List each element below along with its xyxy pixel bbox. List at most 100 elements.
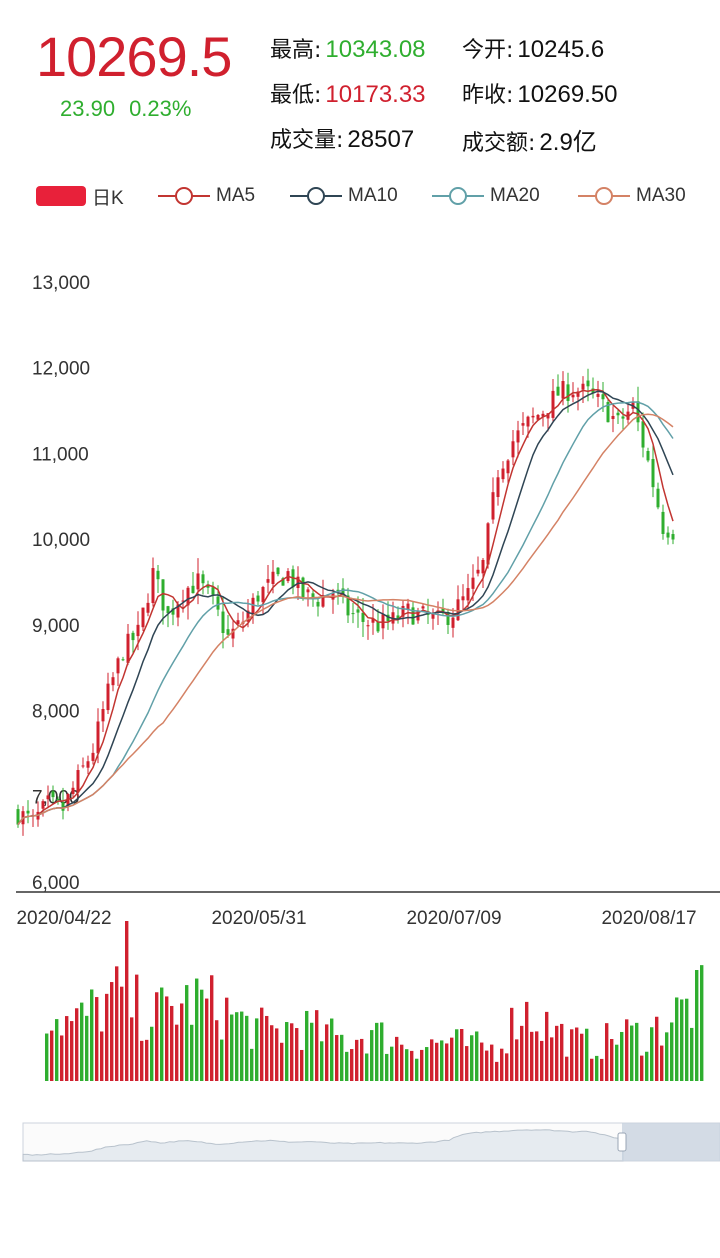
- open-label: 今开:: [462, 38, 514, 63]
- candle: [296, 576, 300, 589]
- candle: [591, 388, 595, 394]
- volume-bar: [700, 965, 704, 1081]
- prev-close-value: 10269.50: [517, 81, 618, 108]
- y-tick-label: 8,000: [32, 702, 80, 723]
- volume-bar: [275, 1028, 279, 1081]
- volume-bar: [675, 997, 679, 1081]
- volume-bar: [110, 982, 114, 1081]
- turnover-label: 成交额:: [462, 131, 536, 156]
- candle: [101, 709, 105, 722]
- ma10-line: [17, 390, 674, 826]
- candlestick-chart[interactable]: 13,00012,00011,00010,0009,0008,0007,0006…: [0, 240, 720, 1180]
- volume-label: 成交量:: [270, 128, 344, 153]
- candle: [126, 633, 130, 663]
- volume-bar: [220, 1039, 224, 1081]
- candle: [561, 381, 565, 399]
- legend-item-dayk[interactable]: 日K: [36, 180, 124, 212]
- legend-item-ma10[interactable]: MA10: [290, 180, 398, 212]
- candle: [576, 391, 580, 397]
- volume-bar: [45, 1033, 49, 1081]
- volume-bar: [115, 966, 119, 1081]
- volume-bar: [545, 1011, 549, 1081]
- candle: [61, 802, 65, 811]
- candle: [496, 477, 500, 498]
- volume-bar: [690, 1027, 694, 1081]
- candle: [266, 579, 270, 583]
- candle: [271, 571, 275, 584]
- x-tick-label: 2020/05/31: [211, 908, 306, 929]
- legend-label-ma20: MA20: [490, 185, 540, 206]
- volume-bar: [490, 1044, 494, 1081]
- volume-bar: [460, 1029, 464, 1081]
- candle: [231, 628, 235, 639]
- volume-bar: [80, 1002, 84, 1081]
- candle: [261, 587, 265, 603]
- volume-bar: [515, 1039, 519, 1081]
- volume-bar: [430, 1039, 434, 1081]
- candle: [446, 612, 450, 625]
- candle: [176, 604, 180, 618]
- volume-bar: [575, 1027, 579, 1081]
- volume-bar: [305, 1010, 309, 1081]
- candle: [516, 430, 520, 443]
- y-axis: 13,00012,00011,00010,0009,0008,0007,0006…: [32, 273, 90, 894]
- candle: [671, 534, 675, 540]
- stat-volume: 成交量: 28507: [270, 122, 414, 154]
- volume-bar: [655, 1016, 659, 1081]
- stat-high: 最高: 10343.08: [270, 32, 426, 64]
- candle: [336, 589, 340, 592]
- candle: [566, 384, 570, 401]
- candle: [181, 600, 185, 602]
- y-tick-label: 10,000: [32, 530, 90, 551]
- candle: [441, 608, 445, 614]
- candle: [541, 413, 545, 417]
- candle: [421, 606, 425, 609]
- zoom-slider[interactable]: [22, 1122, 720, 1162]
- candle: [616, 412, 620, 416]
- volume-bar: [325, 1024, 329, 1081]
- volume-bar: [230, 1014, 234, 1081]
- volume-bar: [520, 1025, 524, 1081]
- volume-bar: [380, 1022, 384, 1081]
- candle: [66, 794, 70, 807]
- candle: [51, 791, 55, 798]
- ma10-legend-icon: [290, 187, 342, 205]
- candle: [96, 721, 100, 754]
- candle: [651, 459, 655, 488]
- volume-bar: [640, 1055, 644, 1081]
- candle: [321, 595, 325, 607]
- legend-item-ma5[interactable]: MA5: [158, 180, 255, 212]
- volume-bar: [670, 1022, 674, 1081]
- volume-bar: [410, 1050, 414, 1081]
- candle: [531, 415, 535, 418]
- volume-bar: [390, 1046, 394, 1081]
- candle: [551, 390, 555, 418]
- candle: [46, 795, 50, 800]
- stat-low: 最低: 10173.33: [270, 77, 426, 109]
- candle: [221, 611, 225, 634]
- zoom-preview: [22, 1129, 624, 1162]
- turnover-value: 2.9亿: [539, 129, 597, 156]
- legend-item-ma20[interactable]: MA20: [432, 180, 540, 212]
- legend-item-ma30[interactable]: MA30: [578, 180, 686, 212]
- volume-bar: [200, 989, 204, 1081]
- candle: [621, 416, 625, 419]
- candle: [161, 579, 165, 611]
- volume-bar: [60, 1035, 64, 1081]
- volume-bar: [240, 1011, 244, 1081]
- volume-bar: [130, 1017, 134, 1081]
- volume-bar: [440, 1040, 444, 1081]
- ma20-line: [17, 401, 674, 826]
- volume-bar: [90, 989, 94, 1081]
- stat-prev-close: 昨收: 10269.50: [462, 77, 618, 109]
- candle: [141, 607, 145, 628]
- volume-bar: [565, 1056, 569, 1081]
- volume-bars: [45, 921, 704, 1081]
- candle: [166, 606, 170, 614]
- volume-bar: [445, 1043, 449, 1081]
- volume-bar: [650, 1027, 654, 1081]
- stat-turnover: 成交额: 2.9亿: [462, 122, 597, 157]
- volume-bar: [135, 974, 139, 1081]
- candle: [666, 532, 670, 538]
- x-tick-label: 2020/08/17: [601, 908, 696, 929]
